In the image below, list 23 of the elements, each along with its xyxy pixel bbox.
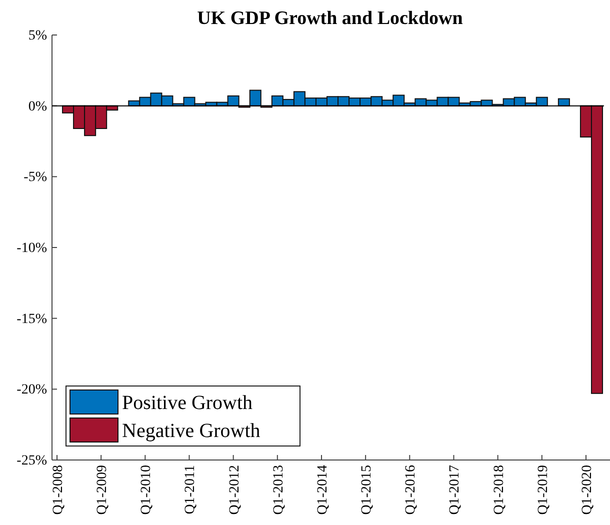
legend-label: Positive Growth xyxy=(122,392,253,414)
y-tick-label: -5% xyxy=(24,170,48,186)
x-tick-label: Q1-2010 xyxy=(139,465,154,515)
x-tick-label: Q1-2012 xyxy=(227,465,242,515)
x-tick-label: Q1-2015 xyxy=(360,465,375,515)
y-tick-label: -10% xyxy=(16,240,48,256)
x-tick-label: Q1-2014 xyxy=(315,465,330,515)
y-tick-label: 5% xyxy=(28,28,48,44)
legend-label: Negative Growth xyxy=(122,420,260,442)
x-tick-label: Q1-2011 xyxy=(183,465,198,514)
x-tick-label: Q1-2018 xyxy=(492,465,507,515)
y-tick-label: -25% xyxy=(16,453,48,468)
y-tick-label: -20% xyxy=(16,382,48,398)
x-tick-label: Q1-2020 xyxy=(580,465,595,515)
x-tick-label: Q1-2019 xyxy=(536,465,551,515)
x-tick-label: Q1-2016 xyxy=(404,465,419,515)
y-tick-label: -15% xyxy=(16,312,48,327)
chart-title: UK GDP Growth and Lockdown xyxy=(197,8,464,29)
x-tick-label: Q1-2017 xyxy=(448,465,463,515)
x-tick-label: Q1-2009 xyxy=(95,465,110,515)
x-tick-label: Q1-2013 xyxy=(271,465,286,515)
y-tick-label: 0% xyxy=(28,99,48,114)
x-tick-label: Q1-2008 xyxy=(51,465,66,515)
